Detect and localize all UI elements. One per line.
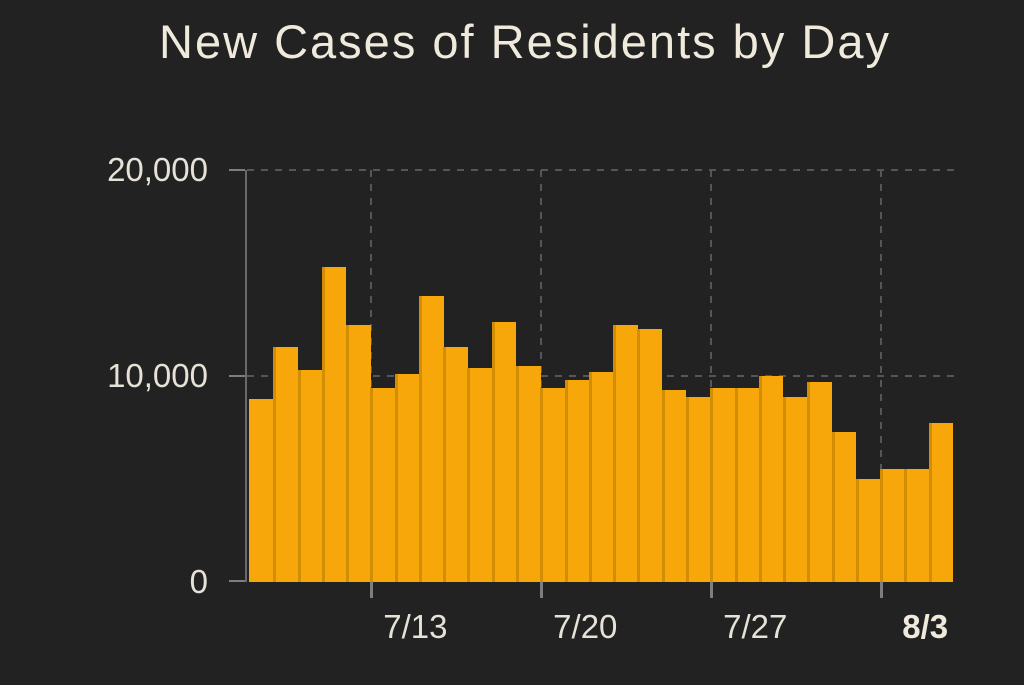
- x-axis-tick-7/27: [710, 582, 714, 598]
- bar-8/5[interactable]: [928, 423, 954, 582]
- y-axis-label-10000: 10,000: [107, 357, 208, 394]
- bar-7/25[interactable]: [661, 390, 687, 582]
- bar-7/29[interactable]: [758, 376, 784, 582]
- bar-7/19[interactable]: [516, 365, 541, 582]
- gridline-x-7/20: [540, 170, 543, 582]
- x-axis-label-7/27: 7/27: [723, 608, 788, 645]
- bar-8/2[interactable]: [855, 479, 881, 582]
- bar-7/21[interactable]: [564, 380, 590, 582]
- bar-7/10[interactable]: [297, 369, 323, 582]
- bar-7/12[interactable]: [346, 324, 371, 582]
- x-axis-label-7/20: 7/20: [553, 608, 618, 645]
- bar-7/9[interactable]: [273, 347, 298, 582]
- x-axis-tick-7/20: [540, 582, 544, 598]
- bar-7/15[interactable]: [418, 295, 444, 582]
- gridline-x-7/13: [370, 170, 373, 582]
- bar-7/13[interactable]: [370, 388, 396, 582]
- bar-7/22[interactable]: [588, 371, 614, 582]
- chart-title: New Cases of Residents by Day: [159, 15, 891, 68]
- y-axis-label-20000: 20,000: [107, 151, 208, 188]
- plot-area: 7/13 7/20 7/27 8/3: [229, 169, 955, 645]
- bar-7/8[interactable]: [249, 398, 274, 582]
- x-axis-label-8/3: 8/3: [902, 608, 949, 645]
- x-axis-tick-8/3: [880, 582, 884, 598]
- bar-7/18[interactable]: [491, 322, 517, 582]
- bar-7/27[interactable]: [710, 388, 735, 582]
- bar-7/23[interactable]: [613, 324, 638, 582]
- gridline-y-20000: [247, 169, 955, 171]
- bar-7/26[interactable]: [685, 396, 711, 582]
- x-axis-label-7/13: 7/13: [383, 608, 448, 645]
- y-axis-tick-0: [229, 580, 245, 582]
- bar-7/30[interactable]: [783, 396, 808, 582]
- bar-7/16[interactable]: [443, 347, 468, 582]
- gridline-x-7/27: [710, 170, 713, 582]
- y-axis-tick-10000: [229, 375, 245, 377]
- bar-8/3[interactable]: [880, 468, 905, 582]
- bar-7/20[interactable]: [540, 388, 565, 582]
- bar-7/24[interactable]: [637, 328, 663, 582]
- gridline-x-8/3: [880, 170, 883, 582]
- y-axis-tick-20000: [229, 169, 245, 171]
- y-axis-label-0: 0: [189, 563, 208, 600]
- bar-8/4[interactable]: [904, 468, 930, 582]
- bar-7/31[interactable]: [807, 382, 833, 582]
- bars-container: [249, 170, 954, 582]
- bar-7/17[interactable]: [467, 367, 493, 582]
- bar-8/1[interactable]: [831, 431, 857, 582]
- bar-7/11[interactable]: [321, 266, 347, 582]
- x-axis-tick-7/13: [370, 582, 374, 598]
- bar-7/14[interactable]: [394, 373, 420, 582]
- bar-7/28[interactable]: [734, 388, 760, 582]
